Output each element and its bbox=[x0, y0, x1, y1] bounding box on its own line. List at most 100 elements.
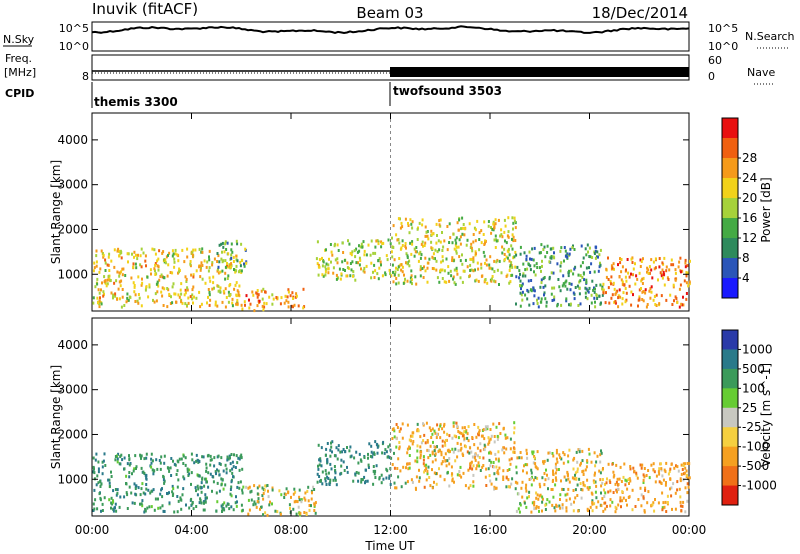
scatter-cell bbox=[473, 456, 476, 460]
scatter-cell bbox=[230, 248, 233, 252]
scatter-cell bbox=[366, 479, 369, 483]
scatter-cell bbox=[133, 255, 135, 259]
scatter-cell bbox=[254, 502, 257, 506]
scatter-cell bbox=[147, 295, 150, 299]
scatter-cell bbox=[422, 458, 425, 462]
scatter-cell bbox=[670, 494, 673, 498]
scatter-cell bbox=[660, 274, 663, 278]
scatter-cell bbox=[235, 281, 238, 285]
scatter-cell bbox=[557, 468, 560, 471]
scatter-cell bbox=[489, 266, 492, 270]
scatter-cell bbox=[447, 265, 450, 269]
scatter-cell bbox=[503, 247, 506, 251]
scatter-cell bbox=[574, 471, 577, 475]
scatter-cell bbox=[586, 459, 589, 463]
scatter-cell bbox=[215, 491, 218, 495]
scatter-cell bbox=[682, 462, 685, 466]
scatter-cell bbox=[494, 280, 497, 284]
scatter-cell bbox=[136, 299, 139, 303]
nsky-strip-frame bbox=[91, 21, 690, 52]
scatter-cell bbox=[450, 465, 453, 469]
scatter-cell bbox=[346, 465, 348, 469]
scatter-cell bbox=[121, 458, 124, 462]
scatter-cell bbox=[161, 504, 164, 508]
scatter-cell bbox=[408, 231, 411, 235]
scatter-cell bbox=[485, 258, 488, 262]
scatter-cell bbox=[476, 464, 479, 468]
scatter-cell bbox=[610, 275, 613, 279]
scatter-cell bbox=[618, 275, 621, 279]
scatter-cell bbox=[228, 454, 231, 458]
scatter-cell bbox=[126, 292, 129, 296]
scatter-cell bbox=[686, 264, 689, 268]
scatter-cell bbox=[546, 498, 549, 502]
scatter-cell bbox=[398, 429, 401, 433]
scatter-cell bbox=[307, 499, 310, 503]
scatter-cell bbox=[568, 480, 571, 484]
scatter-cell bbox=[467, 425, 470, 429]
scatter-cell bbox=[609, 481, 612, 484]
scatter-cell bbox=[663, 468, 666, 472]
scatter-cell bbox=[684, 510, 687, 514]
scatter-cell bbox=[99, 267, 102, 271]
scatter-cell bbox=[214, 470, 217, 474]
scatter-cell bbox=[530, 279, 533, 282]
scatter-cell bbox=[170, 295, 172, 299]
scatter-cell bbox=[395, 282, 398, 286]
scatter-cell bbox=[378, 266, 381, 270]
scatter-cell bbox=[265, 302, 268, 306]
scatter-cell bbox=[160, 273, 163, 277]
scatter-cell bbox=[471, 455, 474, 459]
scatter-cell bbox=[311, 491, 313, 495]
scatter-cell bbox=[243, 262, 245, 266]
scatter-cell bbox=[483, 437, 486, 441]
scatter-cell bbox=[415, 475, 418, 479]
scatter-cell bbox=[535, 491, 538, 495]
scatter-cell bbox=[546, 473, 548, 477]
scatter-cell bbox=[324, 479, 327, 483]
scatter-cell bbox=[559, 289, 562, 293]
scatter-cell bbox=[107, 274, 110, 278]
scatter-cell bbox=[487, 442, 490, 446]
scatter-cell bbox=[143, 510, 146, 514]
scatter-cell bbox=[325, 483, 328, 486]
scatter-cell bbox=[161, 487, 163, 491]
scatter-cell bbox=[632, 293, 634, 297]
scatter-cell bbox=[535, 466, 538, 470]
scatter-cell bbox=[224, 463, 227, 467]
scatter-cell bbox=[468, 451, 471, 455]
scatter-cell bbox=[657, 278, 659, 282]
scatter-cell bbox=[204, 500, 207, 504]
scatter-cell bbox=[519, 451, 522, 454]
scatter-cell bbox=[100, 509, 102, 513]
scatter-cell bbox=[144, 288, 147, 292]
scatter-cell bbox=[229, 488, 232, 491]
scatter-cell bbox=[338, 267, 341, 271]
scatter-cell bbox=[612, 491, 615, 494]
scatter-cell bbox=[120, 279, 123, 283]
scatter-cell bbox=[195, 489, 197, 493]
scatter-cell bbox=[222, 487, 225, 491]
scatter-cell bbox=[218, 473, 221, 477]
scatter-cell bbox=[392, 280, 395, 284]
scatter-cell bbox=[449, 236, 452, 240]
scatter-cell bbox=[416, 227, 419, 231]
scatter-cell bbox=[409, 218, 412, 222]
scatter-cell bbox=[128, 485, 131, 489]
scatter-cell bbox=[474, 228, 477, 232]
scatter-cell bbox=[369, 454, 372, 458]
scatter-cell bbox=[95, 483, 98, 487]
scatter-cell bbox=[514, 480, 517, 484]
scatter-cell bbox=[482, 250, 485, 254]
scatter-cell bbox=[533, 294, 536, 298]
scatter-cell bbox=[225, 296, 228, 299]
scatter-cell bbox=[399, 263, 402, 267]
scatter-cell bbox=[271, 502, 273, 506]
scatter-cell bbox=[168, 501, 171, 505]
nsky-trace bbox=[91, 25, 690, 35]
scatter-cell bbox=[431, 267, 434, 270]
scatter-cell bbox=[118, 505, 121, 509]
scatter-cell bbox=[616, 477, 619, 481]
scatter-cell bbox=[539, 285, 542, 289]
scatter-cell bbox=[531, 450, 534, 454]
